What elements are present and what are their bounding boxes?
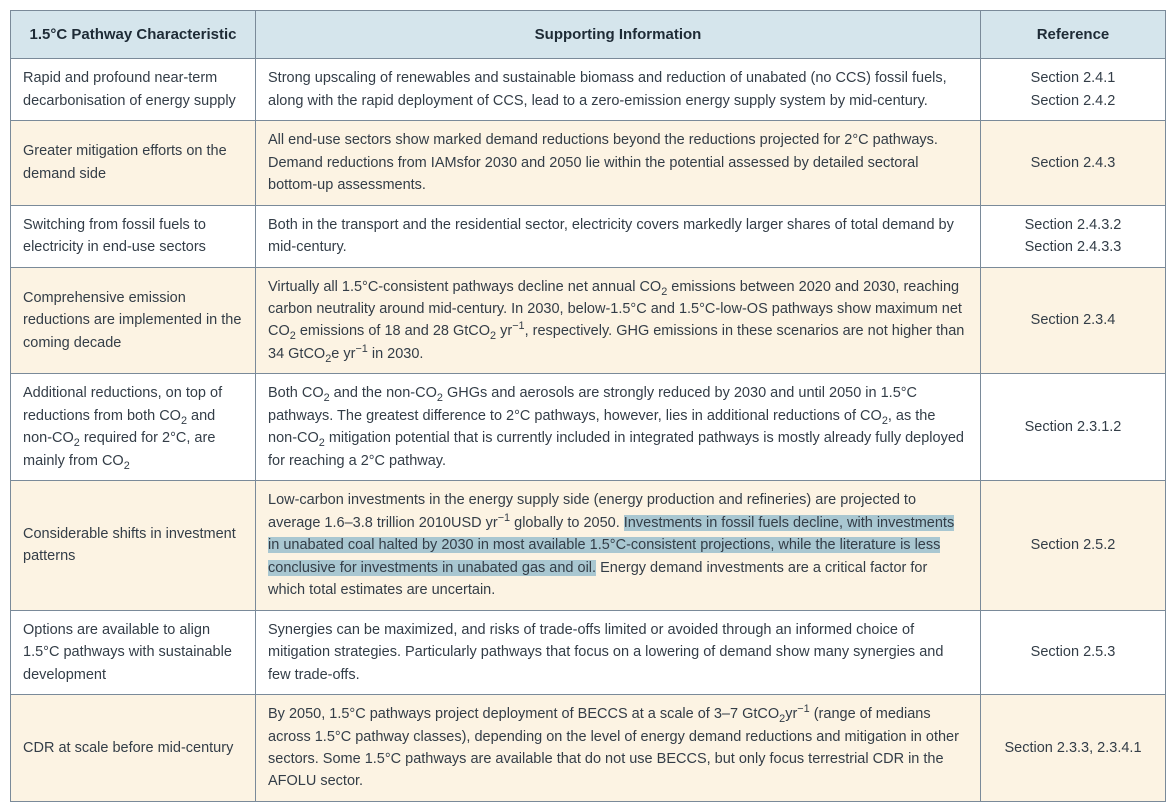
cell-characteristic: Comprehensive emission reductions are im… — [11, 267, 256, 374]
pathway-characteristics-table: 1.5°C Pathway Characteristic Supporting … — [10, 10, 1166, 802]
table-row: Options are available to align 1.5°C pat… — [11, 610, 1166, 694]
cell-characteristic: Additional reductions, on top of reducti… — [11, 374, 256, 481]
cell-supporting-info: Virtually all 1.5°C-consistent pathways … — [256, 267, 981, 374]
cell-characteristic: Options are available to align 1.5°C pat… — [11, 610, 256, 694]
cell-reference: Section 2.5.3 — [981, 610, 1166, 694]
table-body: Rapid and profound near-term decarbonisa… — [11, 59, 1166, 802]
cell-characteristic: Switching from fossil fuels to electrici… — [11, 205, 256, 267]
table-header-row: 1.5°C Pathway Characteristic Supporting … — [11, 11, 1166, 59]
cell-supporting-info: By 2050, 1.5°C pathways project deployme… — [256, 695, 981, 802]
table-row: Additional reductions, on top of reducti… — [11, 374, 1166, 481]
cell-reference: Section 2.3.3, 2.3.4.1 — [981, 695, 1166, 802]
table-row: Comprehensive emission reductions are im… — [11, 267, 1166, 374]
cell-characteristic: Greater mitigation efforts on the demand… — [11, 121, 256, 205]
table-row: Greater mitigation efforts on the demand… — [11, 121, 1166, 205]
cell-reference: Section 2.5.2 — [981, 481, 1166, 610]
cell-supporting-info: Both in the transport and the residentia… — [256, 205, 981, 267]
cell-reference: Section 2.3.1.2 — [981, 374, 1166, 481]
cell-characteristic: Considerable shifts in investment patter… — [11, 481, 256, 610]
cell-reference: Section 2.4.1Section 2.4.2 — [981, 59, 1166, 121]
cell-reference: Section 2.3.4 — [981, 267, 1166, 374]
cell-supporting-info: Low-carbon investments in the energy sup… — [256, 481, 981, 610]
header-reference: Reference — [981, 11, 1166, 59]
cell-supporting-info: Both CO2 and the non-CO2 GHGs and aeroso… — [256, 374, 981, 481]
cell-reference: Section 2.4.3 — [981, 121, 1166, 205]
table-row: CDR at scale before mid-centuryBy 2050, … — [11, 695, 1166, 802]
cell-supporting-info: Synergies can be maximized, and risks of… — [256, 610, 981, 694]
header-supporting-info: Supporting Information — [256, 11, 981, 59]
header-characteristic: 1.5°C Pathway Characteristic — [11, 11, 256, 59]
table-row: Switching from fossil fuels to electrici… — [11, 205, 1166, 267]
table-row: Rapid and profound near-term decarbonisa… — [11, 59, 1166, 121]
cell-characteristic: CDR at scale before mid-century — [11, 695, 256, 802]
cell-supporting-info: All end-use sectors show marked demand r… — [256, 121, 981, 205]
table-row: Considerable shifts in investment patter… — [11, 481, 1166, 610]
cell-reference: Section 2.4.3.2Section 2.4.3.3 — [981, 205, 1166, 267]
cell-characteristic: Rapid and profound near-term decarbonisa… — [11, 59, 256, 121]
cell-supporting-info: Strong upscaling of renewables and susta… — [256, 59, 981, 121]
